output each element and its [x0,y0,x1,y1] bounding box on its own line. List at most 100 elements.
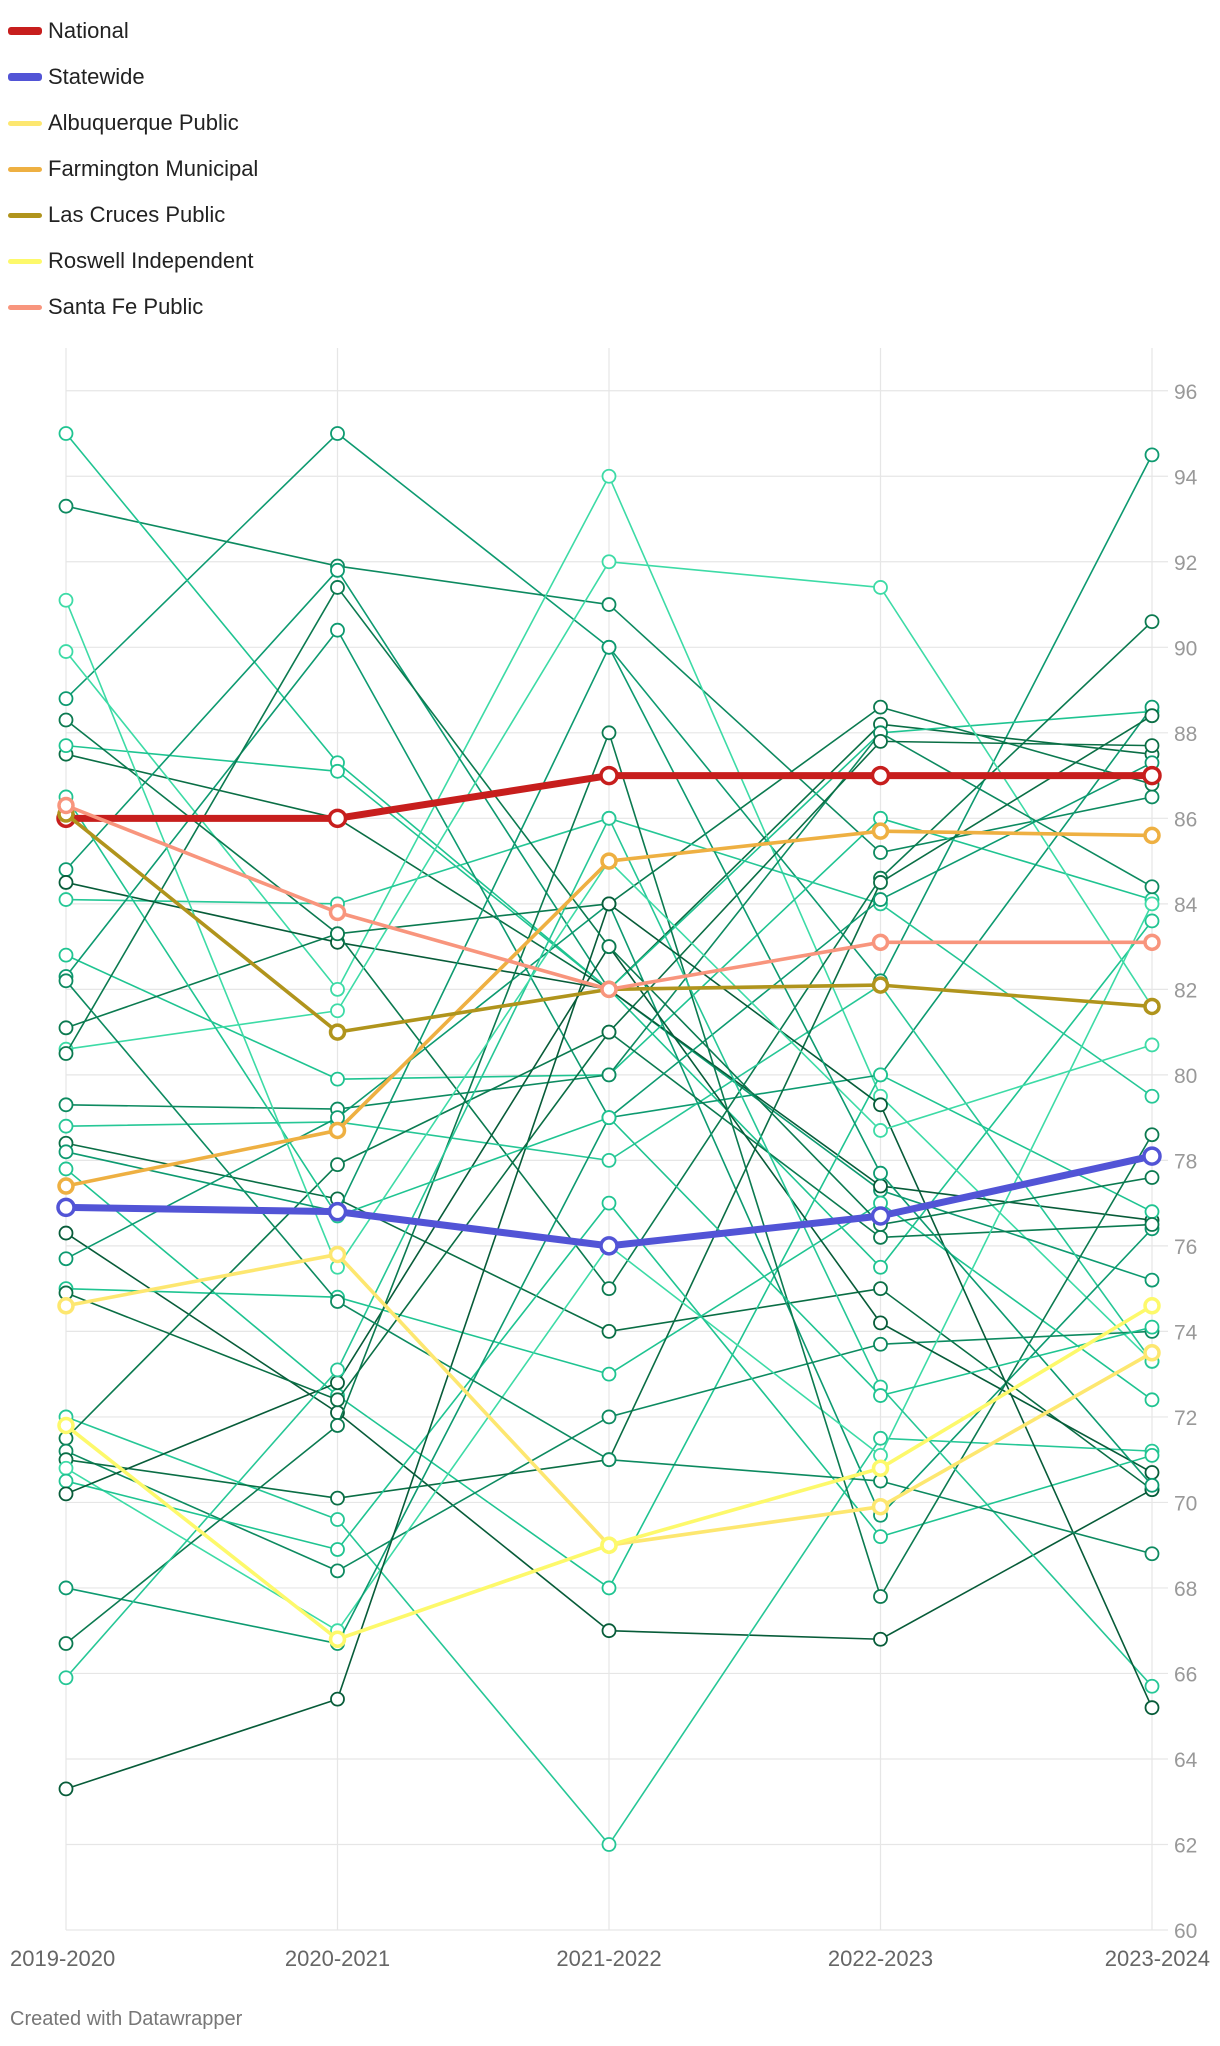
legend-item: Farmington Municipal [8,146,258,192]
series-point [330,1563,345,1579]
series-point [58,1486,74,1502]
series-point [601,554,617,570]
series-point [873,1067,888,1083]
legend-label: Roswell Independent [48,248,254,273]
series-point [1144,1477,1160,1493]
district-series [58,725,1160,1651]
series-point [330,1375,345,1391]
series-point [1144,1088,1160,1104]
series-point [330,1071,345,1087]
series-point [1144,1392,1160,1408]
series-point [599,1236,619,1256]
series-point [58,426,74,441]
y-tick-label: 94 [1174,466,1198,489]
series-point [58,1097,74,1113]
y-tick-label: 70 [1174,1492,1197,1515]
series-point [601,1067,617,1083]
x-tick-label: 2023-2024 [1105,1946,1210,1971]
series-point [870,1206,891,1226]
series-point [328,903,347,922]
series-point [327,808,348,829]
y-tick-label: 72 [1174,1407,1197,1430]
series-point [58,973,74,989]
series-point [57,1297,75,1315]
series-point [328,1630,347,1649]
series-point [330,1003,345,1019]
series-point [327,1201,348,1222]
legend-item: Roswell Independent [8,238,258,284]
legend-label: Las Cruces Public [48,202,226,227]
series-point [601,1324,617,1339]
series-point [1144,1204,1160,1220]
y-tick-label: 88 [1174,723,1197,746]
y-tick-label: 76 [1174,1236,1197,1259]
series-point [330,1490,345,1506]
series-point [330,426,345,441]
series-point [873,1097,888,1113]
series-point [330,1157,345,1173]
series-point [1143,1344,1161,1362]
x-tick-label: 2022-2023 [828,1946,933,1971]
series-point [330,580,345,595]
series-point [873,1281,888,1297]
series-point [330,926,345,942]
series-point [871,1497,890,1516]
legend-item: National [8,8,258,54]
series-point [328,1121,347,1140]
x-tick-label: 2020-2021 [285,1946,390,1971]
series-point [1144,1272,1160,1288]
series-point [873,1631,888,1647]
y-tick-label: 86 [1174,808,1197,831]
series-point [601,1452,617,1468]
series-point [58,592,74,608]
series-point [873,1123,888,1138]
series-point [870,765,891,786]
series-point [601,939,617,954]
y-tick-label: 74 [1174,1321,1198,1344]
series-point [601,1110,617,1126]
series-point [1144,1700,1160,1716]
series-statewide [56,1146,1162,1256]
legend-swatch [8,212,42,218]
series-point [1144,1448,1160,1463]
series-point [58,1460,74,1476]
y-tick-label: 64 [1174,1749,1198,1772]
series-santa-fe-public [57,796,1161,999]
series-point [328,1023,347,1041]
series-point [58,875,74,890]
chart-grid [65,348,1168,1931]
series-point [58,1251,74,1267]
series-point [1144,879,1160,895]
series-point [58,1046,74,1061]
series-point [873,1178,888,1194]
x-tick-label: 2019-2020 [10,1946,115,1971]
district-series [58,1067,1160,1596]
series-point [873,845,888,860]
series-point [601,1152,617,1168]
series-point [873,580,888,595]
series-point [58,862,74,878]
legend-label: Albuquerque Public [48,110,239,135]
series-point [330,1294,345,1309]
series-point [58,1670,74,1686]
series-point [58,1161,74,1177]
series-point [58,1781,74,1797]
series-point [58,1225,74,1241]
series-point [1143,826,1161,845]
series-point [1144,1217,1160,1232]
series-point [1144,614,1160,630]
series-point [601,896,617,912]
series-point [1144,1127,1160,1143]
series-point [58,1144,74,1160]
series-point [873,1259,888,1275]
series-point [600,1536,618,1554]
y-tick-label: 68 [1174,1578,1197,1601]
series-point [873,733,888,749]
series-point [330,1418,345,1433]
series-point [599,765,619,786]
series-point [330,1392,345,1408]
chart-axes: 60 62 64 66 68 70 72 74 76 78 80 82 84 86 88 90 92 94 96 20… [10,381,1210,1971]
district-series [58,810,1160,1694]
series-point [1142,1146,1162,1166]
district-series [58,580,1160,1232]
